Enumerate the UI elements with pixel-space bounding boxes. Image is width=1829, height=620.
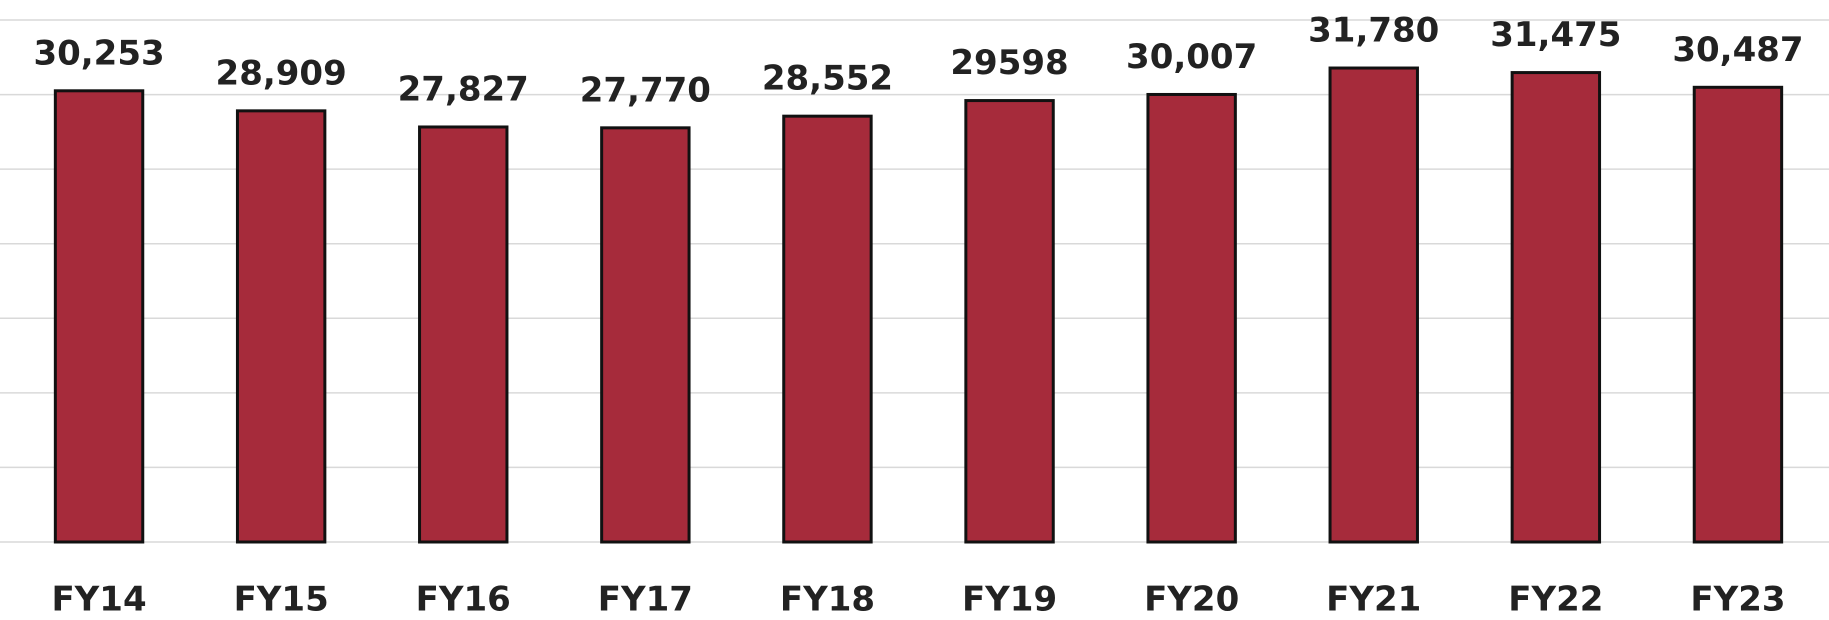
bar <box>1510 71 1602 544</box>
x-tick-label: FY20 <box>1144 580 1239 620</box>
value-label: 31,475 <box>1490 15 1621 55</box>
bar <box>1328 66 1419 544</box>
x-tick-label: FY23 <box>1690 580 1785 620</box>
bar <box>53 89 145 544</box>
value-label: 28,909 <box>216 53 347 93</box>
x-tick-label: FY18 <box>780 580 875 620</box>
bar <box>235 109 327 544</box>
bar <box>418 125 509 544</box>
bar <box>1146 92 1237 544</box>
value-label: 28,552 <box>762 59 893 99</box>
bar <box>1692 85 1784 544</box>
value-label: 31,780 <box>1308 11 1439 51</box>
x-tick-label: FY15 <box>234 580 329 620</box>
bar <box>964 99 1055 544</box>
x-tick-label: FY14 <box>51 580 146 620</box>
value-label: 27,770 <box>580 70 711 110</box>
x-tick-label: FY21 <box>1326 580 1421 620</box>
value-label: 30,253 <box>33 33 164 73</box>
x-tick-label: FY16 <box>416 580 511 620</box>
value-label: 27,827 <box>398 69 529 109</box>
bar <box>782 114 873 544</box>
value-label: 30,007 <box>1126 37 1257 77</box>
bar <box>600 126 691 544</box>
x-tick-label: FY22 <box>1508 580 1603 620</box>
value-label: 29598 <box>950 43 1068 83</box>
value-label: 30,487 <box>1672 30 1803 70</box>
x-tick-label: FY19 <box>962 580 1057 620</box>
x-tick-label: FY17 <box>598 580 693 620</box>
